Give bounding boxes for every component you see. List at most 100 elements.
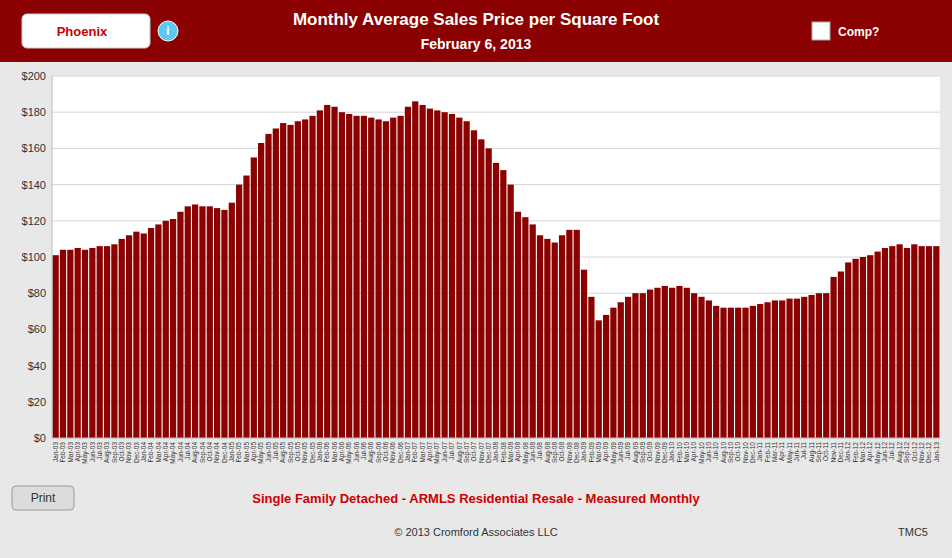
x-tick-label: Dec-05 bbox=[309, 442, 316, 463]
bar bbox=[566, 230, 572, 438]
bar bbox=[750, 306, 756, 438]
comp-checkbox[interactable] bbox=[812, 22, 830, 40]
x-tick-label: Nov-09 bbox=[654, 442, 661, 463]
bar bbox=[464, 121, 470, 438]
bar bbox=[324, 105, 330, 438]
comp-label: Comp? bbox=[838, 25, 879, 39]
x-tick-label: Dec-12 bbox=[925, 442, 932, 463]
x-tick-label: Dec-03 bbox=[133, 442, 140, 463]
x-tick-label: Jan-13 bbox=[933, 442, 940, 462]
x-tick-label: Jan-07 bbox=[404, 442, 411, 462]
x-tick-label: Feb-06 bbox=[323, 442, 330, 463]
y-tick-label: $20 bbox=[28, 396, 46, 408]
bar bbox=[684, 288, 690, 438]
x-tick-label: Mar-05 bbox=[243, 442, 250, 463]
bar bbox=[449, 114, 455, 438]
x-tick-label: Jul-04 bbox=[184, 442, 191, 460]
bar bbox=[221, 210, 227, 438]
x-tick-label: Mar-04 bbox=[155, 442, 162, 463]
bar bbox=[375, 119, 381, 438]
bar bbox=[882, 248, 888, 438]
info-button[interactable] bbox=[158, 21, 178, 41]
grid-line bbox=[52, 76, 940, 77]
bar bbox=[214, 208, 220, 438]
x-tick-label: Oct-07 bbox=[470, 442, 477, 462]
chart-code: TMC5 bbox=[898, 526, 928, 538]
x-tick-label: Jun-03 bbox=[89, 442, 96, 462]
x-tick-label: Nov-08 bbox=[566, 442, 573, 463]
bar bbox=[148, 228, 154, 438]
x-tick-label: Nov-12 bbox=[918, 442, 925, 463]
x-tick-label: Jul-05 bbox=[272, 442, 279, 460]
bar bbox=[97, 246, 103, 438]
x-tick-label: Jul-11 bbox=[800, 442, 807, 460]
x-tick-label: Mar-08 bbox=[507, 442, 514, 463]
bar bbox=[478, 139, 484, 438]
bar bbox=[119, 239, 125, 438]
x-tick-label: Jun-07 bbox=[441, 442, 448, 462]
bar bbox=[779, 300, 785, 438]
title: Monthly Average Sales Price per Square F… bbox=[293, 10, 660, 29]
bar bbox=[486, 148, 492, 438]
bar bbox=[654, 288, 660, 438]
x-tick-label: Mar-07 bbox=[419, 442, 426, 463]
background bbox=[0, 0, 952, 558]
market-label: Phoenix bbox=[57, 24, 108, 39]
bar bbox=[911, 244, 917, 438]
x-tick-label: Jul-06 bbox=[360, 442, 367, 460]
bar bbox=[669, 288, 675, 438]
info-label: i bbox=[166, 24, 169, 38]
bar bbox=[625, 297, 631, 438]
x-tick-label: Jun-08 bbox=[529, 442, 536, 462]
x-tick-label: Dec-04 bbox=[221, 442, 228, 463]
bar bbox=[662, 286, 668, 438]
x-tick-label: Mar-12 bbox=[859, 442, 866, 463]
bar bbox=[111, 244, 117, 438]
bar bbox=[823, 293, 829, 438]
bar bbox=[155, 224, 161, 438]
bar bbox=[640, 293, 646, 438]
bar bbox=[889, 246, 895, 438]
print-button[interactable] bbox=[12, 486, 74, 510]
x-tick-label: Jun-10 bbox=[705, 442, 712, 462]
bar bbox=[251, 157, 257, 438]
bar bbox=[419, 105, 425, 438]
bar bbox=[552, 243, 558, 438]
bar bbox=[368, 118, 374, 438]
bar bbox=[706, 300, 712, 438]
x-tick-label: Oct-12 bbox=[911, 442, 918, 462]
bar bbox=[192, 205, 198, 438]
y-tick-label: $160 bbox=[22, 142, 46, 154]
x-tick-label: Oct-03 bbox=[118, 442, 125, 462]
x-tick-label: Dec-08 bbox=[573, 442, 580, 463]
x-tick-label: Nov-05 bbox=[301, 442, 308, 463]
bar bbox=[574, 230, 580, 438]
x-tick-label: Jun-09 bbox=[617, 442, 624, 462]
bar bbox=[720, 308, 726, 438]
bar bbox=[185, 206, 191, 438]
x-tick-label: Jul-03 bbox=[96, 442, 103, 460]
x-tick-label: Dec-11 bbox=[837, 442, 844, 463]
y-tick-label: $80 bbox=[28, 287, 46, 299]
y-tick-label: $0 bbox=[34, 432, 46, 444]
bar bbox=[302, 119, 308, 438]
x-tick-label: Feb-08 bbox=[500, 442, 507, 463]
x-tick-label: Feb-12 bbox=[852, 442, 859, 463]
y-tick-label: $140 bbox=[22, 179, 46, 191]
x-tick-label: Feb-05 bbox=[235, 442, 242, 463]
y-tick-label: $180 bbox=[22, 106, 46, 118]
x-tick-label: Nov-04 bbox=[213, 442, 220, 463]
bar bbox=[163, 221, 169, 438]
x-tick-label: Jan-11 bbox=[756, 442, 763, 462]
bar bbox=[713, 306, 719, 438]
bar bbox=[75, 248, 81, 438]
bar bbox=[309, 116, 315, 438]
bar bbox=[339, 112, 345, 438]
print-label: Print bbox=[31, 491, 56, 505]
bar bbox=[581, 270, 587, 438]
x-axis-line bbox=[52, 438, 940, 439]
bar bbox=[867, 255, 873, 438]
bar bbox=[456, 118, 462, 438]
bar bbox=[919, 246, 925, 438]
bar bbox=[331, 107, 337, 438]
